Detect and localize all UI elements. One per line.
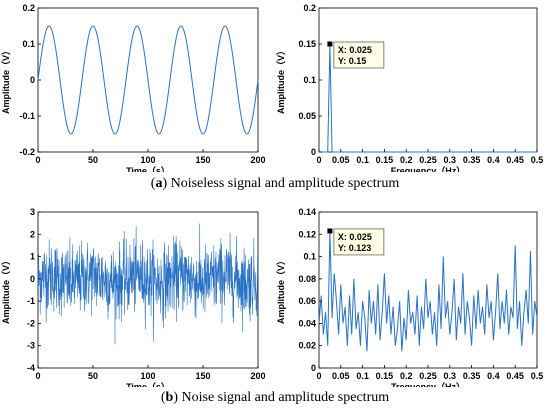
b-time-ytick-label-3: -1	[27, 296, 35, 306]
a-spectrum-datatip-y: Y: 0.15	[338, 56, 366, 66]
b-time-xtick-label-1: 50	[88, 371, 98, 381]
b-spectrum-ytick-label-5: 0.1	[303, 252, 316, 262]
chart-b-spectrum-svg: 0 0.05 0.1 0.15 0.2 0.25 0.3 0.35 0.4 0.45 0.5 0 0.0…	[276, 207, 544, 392]
b-time-series-line	[37, 223, 259, 345]
a-spectrum-datatip-x: X: 0.025	[338, 45, 372, 55]
b-spectrum-xlabel: Trequency（Hz）	[391, 382, 465, 387]
b-spectrum-datatip-box	[333, 228, 385, 256]
b-time-ytick-label-4: 0	[30, 274, 35, 284]
chart-a-spectrum: 0 0.05 0.1 0.15 0.2 0.25 0.3 0.35 0.4 0.45 0.5 0 0.0…	[275, 0, 550, 176]
a-spectrum-xtick-label-3: 0.15	[376, 155, 394, 165]
b-time-xlabel: Time（s）	[126, 382, 170, 387]
b-spectrum-datatip-x: X: 0.025	[338, 232, 372, 242]
b-spectrum-xtick-label-4: 0.2	[400, 371, 413, 381]
a-time-xtick-label-2: 100	[140, 155, 155, 165]
a-time-ylabel: Amplitude（V）	[1, 46, 11, 114]
chart-a-time-svg: 0 50 100 150 200 -0.2 -0.1 0 0.1 0.2 Time（s） Amplit…	[1, 3, 266, 176]
b-spectrum-xtick-label-6: 0.3	[444, 371, 457, 381]
a-spectrum-ytick-label-3: 0.15	[298, 39, 316, 49]
a-spectrum-xtick-label-1: 0.05	[332, 155, 350, 165]
b-spectrum-datatip-y: Y: 0.123	[338, 243, 371, 253]
b-time-ytick-label-2: -2	[27, 318, 35, 328]
a-spectrum-xtick-label-7: 0.35	[463, 155, 481, 165]
b-spectrum-series-line	[318, 230, 538, 352]
b-spectrum-xtick-label-0: 0	[316, 371, 321, 381]
caption-b-label: b	[165, 390, 174, 405]
b-spectrum-ytick-label-6: 0.12	[298, 229, 316, 239]
a-spectrum-ylabel: Amplitude（V）	[276, 46, 286, 114]
a-time-xlabel: Time（s）	[126, 166, 170, 172]
a-spectrum-datatip-marker	[327, 41, 333, 47]
chart-b-time-svg: 0 50 100 150 200 -4 -3 -2 -1 0 1 2 3 Time（s） Amplitude…	[1, 207, 266, 392]
a-spectrum-plot-area	[318, 7, 538, 153]
a-spectrum-xtick-label-9: 0.45	[506, 155, 524, 165]
a-time-xtick-label-4: 200	[250, 155, 265, 165]
b-spectrum-ytick-label-3: 0.06	[298, 296, 316, 306]
chart-a-time: 0 50 100 150 200 -0.2 -0.1 0 0.1 0.2 Time（s） Amplit…	[0, 0, 275, 176]
a-time-ytick-label-0: -0.2	[19, 147, 35, 157]
b-spectrum-ytick-label-4: 0.08	[298, 274, 316, 284]
b-time-ytick-label-0: -4	[27, 363, 35, 373]
a-spectrum-xlabel: Frequency（Hz）	[391, 166, 466, 172]
b-spectrum-datatip-marker	[327, 228, 333, 234]
a-time-ytick-label-3: 0.1	[22, 39, 35, 49]
a-spectrum-ytick-label-4: 0.2	[303, 3, 316, 13]
b-spectrum-ytick-label-1: 0.02	[298, 341, 316, 351]
a-spectrum-xtick-label-2: 0.1	[356, 155, 369, 165]
b-time-ytick-label-1: -3	[27, 341, 35, 351]
b-time-ytick-label-5: 1	[30, 252, 35, 262]
b-time-xtick-label-3: 150	[195, 371, 210, 381]
a-time-xtick-label-3: 150	[195, 155, 210, 165]
b-time-ylabel: Amplitude（V）	[1, 256, 11, 324]
b-time-xtick-label-2: 100	[140, 371, 155, 381]
b-spectrum-xtick-label-9: 0.45	[506, 371, 524, 381]
a-time-series-line	[37, 25, 259, 135]
chart-b-time: 0 50 100 150 200 -4 -3 -2 -1 0 1 2 3 Time（s） Amplitude…	[0, 202, 275, 392]
chart-b-spectrum: 0 0.05 0.1 0.15 0.2 0.25 0.3 0.35 0.4 0.45 0.5 0 0.0…	[275, 202, 550, 392]
a-time-xtick-label-0: 0	[35, 155, 40, 165]
b-time-xtick-label-0: 0	[35, 371, 40, 381]
a-time-ytick-label-1: -0.1	[19, 111, 35, 121]
caption-a: (a) Noiseless signal and amplitude spect…	[150, 176, 400, 191]
b-spectrum-xtick-label-1: 0.05	[332, 371, 350, 381]
a-spectrum-xtick-label-8: 0.4	[487, 155, 500, 165]
b-spectrum-ytick-label-2: 0.04	[298, 318, 316, 328]
b-spectrum-xtick-label-5: 0.25	[419, 371, 437, 381]
a-spectrum-ytick-label-2: 0.1	[303, 75, 316, 85]
b-spectrum-xtick-label-8: 0.4	[487, 371, 500, 381]
b-time-ytick-label-6: 2	[30, 229, 35, 239]
a-spectrum-xtick-label-10: 0.5	[531, 155, 544, 165]
caption-a-text: Noiseless signal and amplitude spectrum	[167, 176, 400, 191]
a-spectrum-xtick-label-5: 0.25	[419, 155, 437, 165]
b-spectrum-xtick-label-7: 0.35	[463, 371, 481, 381]
b-time-xtick-label-4: 200	[250, 371, 265, 381]
b-time-ytick-label-7: 3	[30, 207, 35, 217]
a-spectrum-ytick-label-1: 0.05	[298, 111, 316, 121]
a-time-xtick-label-1: 50	[88, 155, 98, 165]
b-spectrum-ylabel: Amplitude（V）	[276, 256, 286, 324]
caption-b: (b) Noise signal and amplitude spectrum	[160, 390, 390, 405]
a-time-ytick-label-2: 0	[30, 75, 35, 85]
chart-a-spectrum-svg: 0 0.05 0.1 0.15 0.2 0.25 0.3 0.35 0.4 0.45 0.5 0 0.0…	[276, 3, 544, 176]
a-spectrum-xtick-label-6: 0.3	[444, 155, 457, 165]
caption-a-label: a	[155, 176, 163, 191]
a-time-ytick-label-4: 0.2	[22, 3, 35, 13]
a-spectrum-ytick-label-0: 0	[311, 147, 316, 157]
caption-b-text: Noise signal and amplitude spectrum	[178, 390, 390, 405]
a-spectrum-datatip-box	[333, 41, 385, 69]
b-spectrum-xtick-label-2: 0.1	[356, 371, 369, 381]
b-spectrum-xtick-label-10: 0.5	[531, 371, 544, 381]
b-spectrum-xtick-label-3: 0.15	[376, 371, 394, 381]
a-spectrum-xtick-label-4: 0.2	[400, 155, 413, 165]
b-spectrum-ytick-label-0: 0	[311, 363, 316, 373]
b-spectrum-ytick-label-7: 0.14	[298, 207, 316, 217]
a-spectrum-xtick-label-0: 0	[316, 155, 321, 165]
